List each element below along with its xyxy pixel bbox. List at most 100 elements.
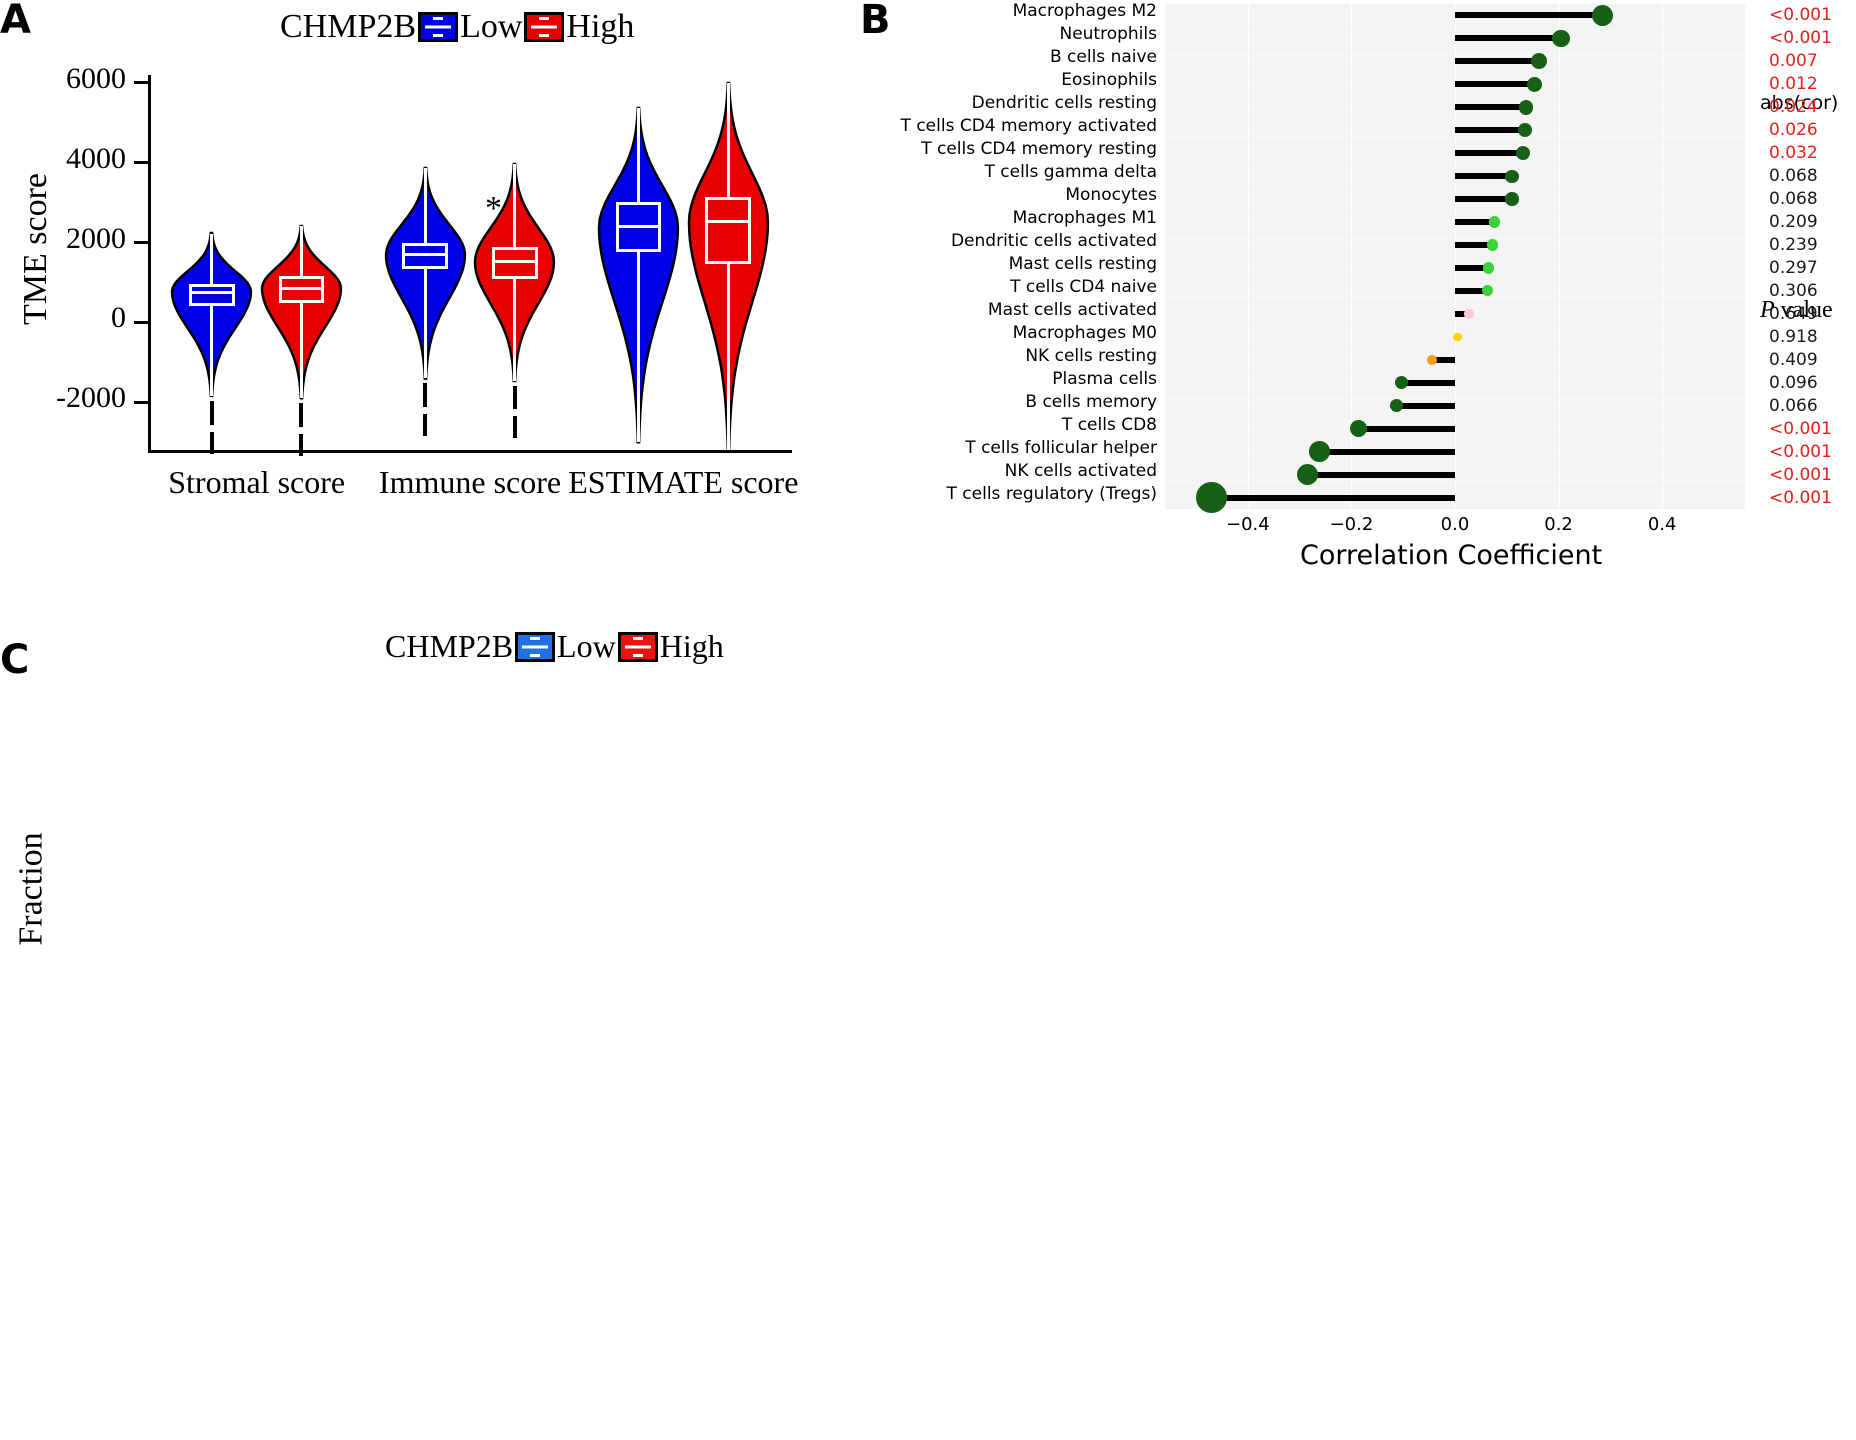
outlier-mark <box>209 401 214 424</box>
stem-segment <box>1455 150 1523 157</box>
stem-segment <box>1401 379 1455 386</box>
box-body <box>188 284 235 307</box>
stem-segment <box>1319 448 1455 455</box>
panel-a-x-axis <box>148 450 792 453</box>
box-median <box>615 225 662 229</box>
panel-a-legend-title: CHMP2B <box>280 8 417 45</box>
panel-b-plot-area <box>1165 4 1745 513</box>
stem-segment <box>1455 127 1525 134</box>
outlier-mark <box>512 416 517 439</box>
p-value-11: 0.239 <box>1769 235 1818 256</box>
stem-segment <box>1307 471 1455 478</box>
panel-c-y-axis-title: Fraction <box>12 832 50 946</box>
value-dot <box>1552 29 1571 48</box>
y-axis-tick <box>134 161 148 165</box>
value-dot <box>1464 309 1474 319</box>
row-label-1: Macrophages M2 <box>1012 1 1157 22</box>
value-dot <box>1350 420 1368 438</box>
row-label-12: Mast cells resting <box>1008 253 1157 274</box>
panel-b-size-legend-title: abs(cor) <box>1760 92 1839 114</box>
legend-key-high-icon <box>524 12 565 42</box>
box-whisker <box>726 82 730 198</box>
p-value-4: 0.012 <box>1769 74 1818 95</box>
p-value-6: 0.026 <box>1769 120 1818 141</box>
y-axis-tick-label: 0 <box>111 301 126 335</box>
stem-segment <box>1455 264 1489 271</box>
row-label-15: Macrophages M0 <box>1012 322 1157 343</box>
x-axis-tick-label: 0.2 <box>1544 514 1573 535</box>
box-whisker <box>637 252 641 443</box>
stem-segment <box>1455 287 1488 294</box>
stem-segment <box>1455 104 1526 111</box>
row-label-14: Mast cells activated <box>987 299 1157 320</box>
p-value-19: <0.001 <box>1769 418 1832 439</box>
p-value-2: <0.001 <box>1769 28 1832 49</box>
p-value-22: <0.001 <box>1769 487 1832 508</box>
box-median <box>705 220 752 224</box>
row-label-2: Neutrophils <box>1059 24 1157 45</box>
box-median <box>491 260 538 264</box>
row-label-9: Monocytes <box>1065 185 1157 206</box>
p-value-8: 0.068 <box>1769 166 1818 187</box>
row-label-22: T cells regulatory (Tregs) <box>946 483 1157 504</box>
stem-segment <box>1455 12 1603 19</box>
outlier-mark <box>209 432 214 455</box>
box-whisker <box>423 167 427 243</box>
box-body <box>705 197 752 265</box>
stem-segment <box>1455 81 1535 88</box>
row-label-4: Eosinophils <box>1061 70 1157 91</box>
p-value-12: 0.297 <box>1769 257 1818 278</box>
row-label-6: T cells CD4 memory activated <box>900 116 1157 137</box>
y-axis-tick-label: 6000 <box>66 61 126 95</box>
panel-c-label: C <box>0 637 30 683</box>
panel-c-legend-low-label: Low <box>557 628 616 664</box>
p-value-18: 0.066 <box>1769 395 1818 416</box>
p-value-15: 0.918 <box>1769 326 1818 347</box>
p-value-14: 0.649 <box>1769 303 1818 324</box>
box-whisker <box>513 163 517 247</box>
row-label-5: Dendritic cells resting <box>971 93 1157 114</box>
box-whisker <box>210 306 214 397</box>
value-dot <box>1591 4 1614 27</box>
panel-a-y-axis-title: TME score <box>17 172 55 326</box>
p-value-17: 0.096 <box>1769 372 1818 393</box>
y-axis-tick-label: -2000 <box>56 381 126 415</box>
outlier-mark <box>423 383 428 406</box>
x-axis-tick-label: −0.2 <box>1329 514 1374 535</box>
value-dot <box>1453 332 1462 341</box>
row-label-13: T cells CD4 naive <box>1010 276 1157 297</box>
stem-segment <box>1431 356 1455 363</box>
p-value-3: 0.007 <box>1769 51 1818 72</box>
value-dot <box>1486 239 1498 251</box>
x-axis-tick-label: Stromal score <box>168 464 346 500</box>
legend-key-low-icon <box>418 12 459 42</box>
stem-segment <box>1358 425 1455 432</box>
stem-segment <box>1455 58 1540 65</box>
box-whisker <box>423 269 427 379</box>
value-dot <box>1505 169 1519 183</box>
x-axis-tick-label: ESTIMATE score <box>568 464 799 500</box>
grid-line <box>1558 4 1560 509</box>
panel-a-label: A <box>0 0 31 43</box>
y-axis-tick <box>134 320 148 324</box>
box-whisker <box>637 107 641 202</box>
grid-line <box>1351 4 1353 509</box>
panel-a-plot-area: -2000 0 2000 4000 6000 Stromal score Immune sc… <box>56 62 798 500</box>
row-label-17: Plasma cells <box>1052 368 1157 389</box>
value-dot <box>1196 482 1227 513</box>
row-label-7: T cells CD4 memory resting <box>921 139 1157 160</box>
stem-segment <box>1455 173 1512 180</box>
x-axis-tick-label: 0.0 <box>1440 514 1470 535</box>
stem-segment <box>1455 196 1512 203</box>
box-median <box>188 290 235 294</box>
box-body <box>402 242 449 270</box>
grid-line <box>1247 4 1249 509</box>
outlier-mark <box>423 414 428 437</box>
outlier-mark <box>512 401 517 410</box>
panel-a-legend-high-label: High <box>566 8 635 45</box>
panel-a-legend: CHMP2B Low High <box>280 8 634 46</box>
box-median <box>278 286 325 290</box>
panel-a-y-axis <box>148 75 151 450</box>
value-dot <box>1296 463 1319 486</box>
panel-c-legend-high-label: High <box>659 628 724 664</box>
